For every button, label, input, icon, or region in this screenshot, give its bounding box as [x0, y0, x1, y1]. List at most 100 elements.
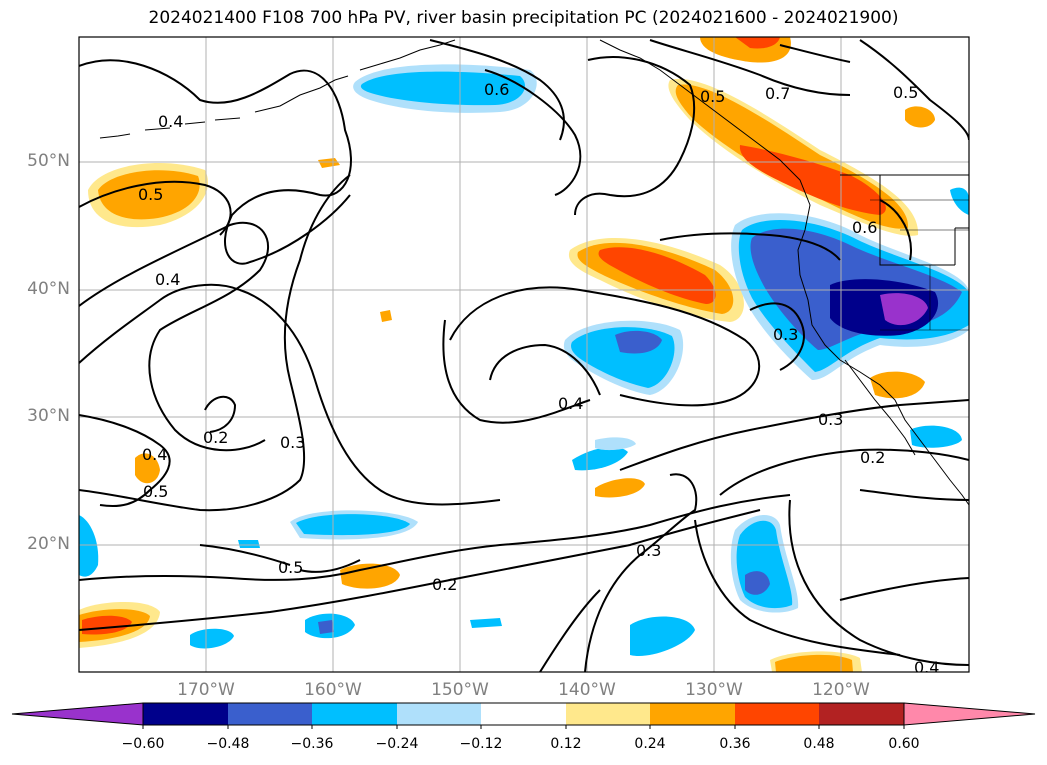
pv-label: 0.5	[143, 482, 168, 501]
colorbar-cell	[228, 703, 312, 725]
precip-positive-area	[870, 371, 925, 399]
pv-contour	[788, 499, 969, 666]
pv-label: 0.7	[765, 84, 790, 103]
precip-positive-area	[82, 615, 132, 635]
colorbar-tick-label: 0.24	[634, 736, 666, 752]
precip-positive-area	[775, 654, 853, 672]
pv-contour	[539, 589, 601, 672]
precip-positive-area	[135, 453, 160, 484]
pv-contour	[442, 319, 591, 424]
pv-contour	[484, 69, 582, 196]
pv-contour	[429, 39, 565, 141]
pv-contour	[574, 56, 696, 216]
alaska-aleutians-coast	[99, 39, 456, 139]
country-border	[840, 174, 969, 266]
pv-contour	[204, 395, 237, 433]
pv-contour	[859, 39, 969, 141]
pv-label: 0.2	[203, 428, 228, 447]
pv-contour	[694, 519, 901, 656]
lon-tick-label: 160°W	[304, 680, 362, 700]
lon-tick-label: 150°W	[431, 680, 489, 700]
colorbar-extend-max	[903, 702, 1036, 726]
colorbar-extend-min	[11, 702, 144, 726]
colorbar-tick-label: −0.60	[121, 736, 165, 752]
colorbar-cell	[312, 703, 397, 725]
pv-contour	[79, 509, 761, 631]
precip-negative-area	[880, 293, 928, 326]
pv-contour	[584, 473, 698, 672]
pv-contour	[839, 577, 969, 601]
precip-negative-area	[950, 187, 969, 215]
colorbar-cell	[397, 703, 481, 725]
colorbar-tick-label: −0.48	[206, 736, 250, 752]
colorbar-tick-label: −0.24	[375, 736, 419, 752]
pv-label: 0.4	[142, 445, 167, 464]
pv-label: 0.3	[773, 325, 798, 344]
pv-contour	[199, 544, 361, 573]
colorbar-cell	[143, 703, 228, 725]
precip-negative-area	[745, 571, 770, 595]
pv-label: 0.3	[818, 410, 843, 429]
precip-negative-area	[615, 330, 662, 354]
pv-contour	[749, 302, 805, 371]
lat-tick-label: 20°N	[27, 534, 70, 554]
pv-label: 0.4	[558, 394, 583, 413]
precip-negative-area	[296, 514, 410, 536]
pv-contour	[79, 221, 270, 452]
pv-contour	[79, 414, 171, 508]
precip-positive-area	[595, 478, 645, 498]
precip-negative-area	[318, 620, 334, 634]
pv-label: 0.4	[155, 270, 180, 289]
precip-positive-area	[905, 106, 935, 128]
pv-contour	[79, 283, 501, 506]
colorbar-tick-label: 0.12	[550, 736, 582, 752]
baja-coast	[844, 359, 916, 456]
coastlines	[99, 39, 969, 506]
pv-contour	[659, 232, 841, 261]
pv-label: 0.5	[700, 87, 725, 106]
precip-positive-area	[735, 37, 780, 49]
lon-tick-label: 120°W	[812, 680, 870, 700]
pv-contour	[79, 174, 351, 512]
colorbar-tick-label: 0.36	[719, 736, 751, 752]
pv-label: 0.4	[914, 658, 939, 677]
lat-tick-label: 30°N	[27, 406, 70, 426]
precip-positive-area	[340, 563, 400, 589]
lat-tick-label: 50°N	[27, 151, 70, 171]
pv-contour	[719, 448, 969, 496]
lon-tick-label: 140°W	[558, 680, 616, 700]
gridlines	[79, 37, 969, 672]
pv-contours	[79, 39, 969, 672]
colorbar-cell	[566, 703, 650, 725]
map-title: 2024021400 F108 700 hPa PV, river basin …	[148, 8, 899, 28]
precip-shading	[79, 37, 969, 672]
colorbar-tick-label: 0.48	[803, 736, 835, 752]
pv-label: 0.5	[893, 83, 918, 102]
precip-negative-area	[910, 425, 962, 448]
pv-contour	[489, 343, 601, 396]
colorbar-cell	[481, 703, 566, 725]
pv-contour	[79, 180, 232, 236]
precip-positive-area	[318, 158, 340, 168]
pv-contour	[649, 39, 851, 96]
pv-label: 0.2	[860, 448, 885, 467]
precip-negative-area	[470, 618, 502, 628]
pv-contour	[449, 286, 761, 407]
pv-label: 0.2	[432, 575, 457, 594]
colorbar-cell	[650, 703, 735, 725]
precip-negative-area	[238, 540, 260, 548]
pv-contour	[619, 399, 969, 471]
precip-negative-area	[572, 446, 628, 471]
pv-label: 0.5	[138, 185, 163, 204]
pv-label: 0.5	[278, 558, 303, 577]
precip-negative-area	[630, 616, 695, 656]
se-alaska-coast	[599, 39, 969, 506]
pv-label: 0.3	[636, 541, 661, 560]
colorbar	[11, 702, 1036, 729]
pv-contour	[859, 489, 969, 501]
colorbar-tick-label: −0.12	[459, 736, 503, 752]
state-borders	[870, 199, 969, 331]
precip-negative-area	[595, 437, 636, 451]
precip-negative-area	[360, 71, 526, 106]
